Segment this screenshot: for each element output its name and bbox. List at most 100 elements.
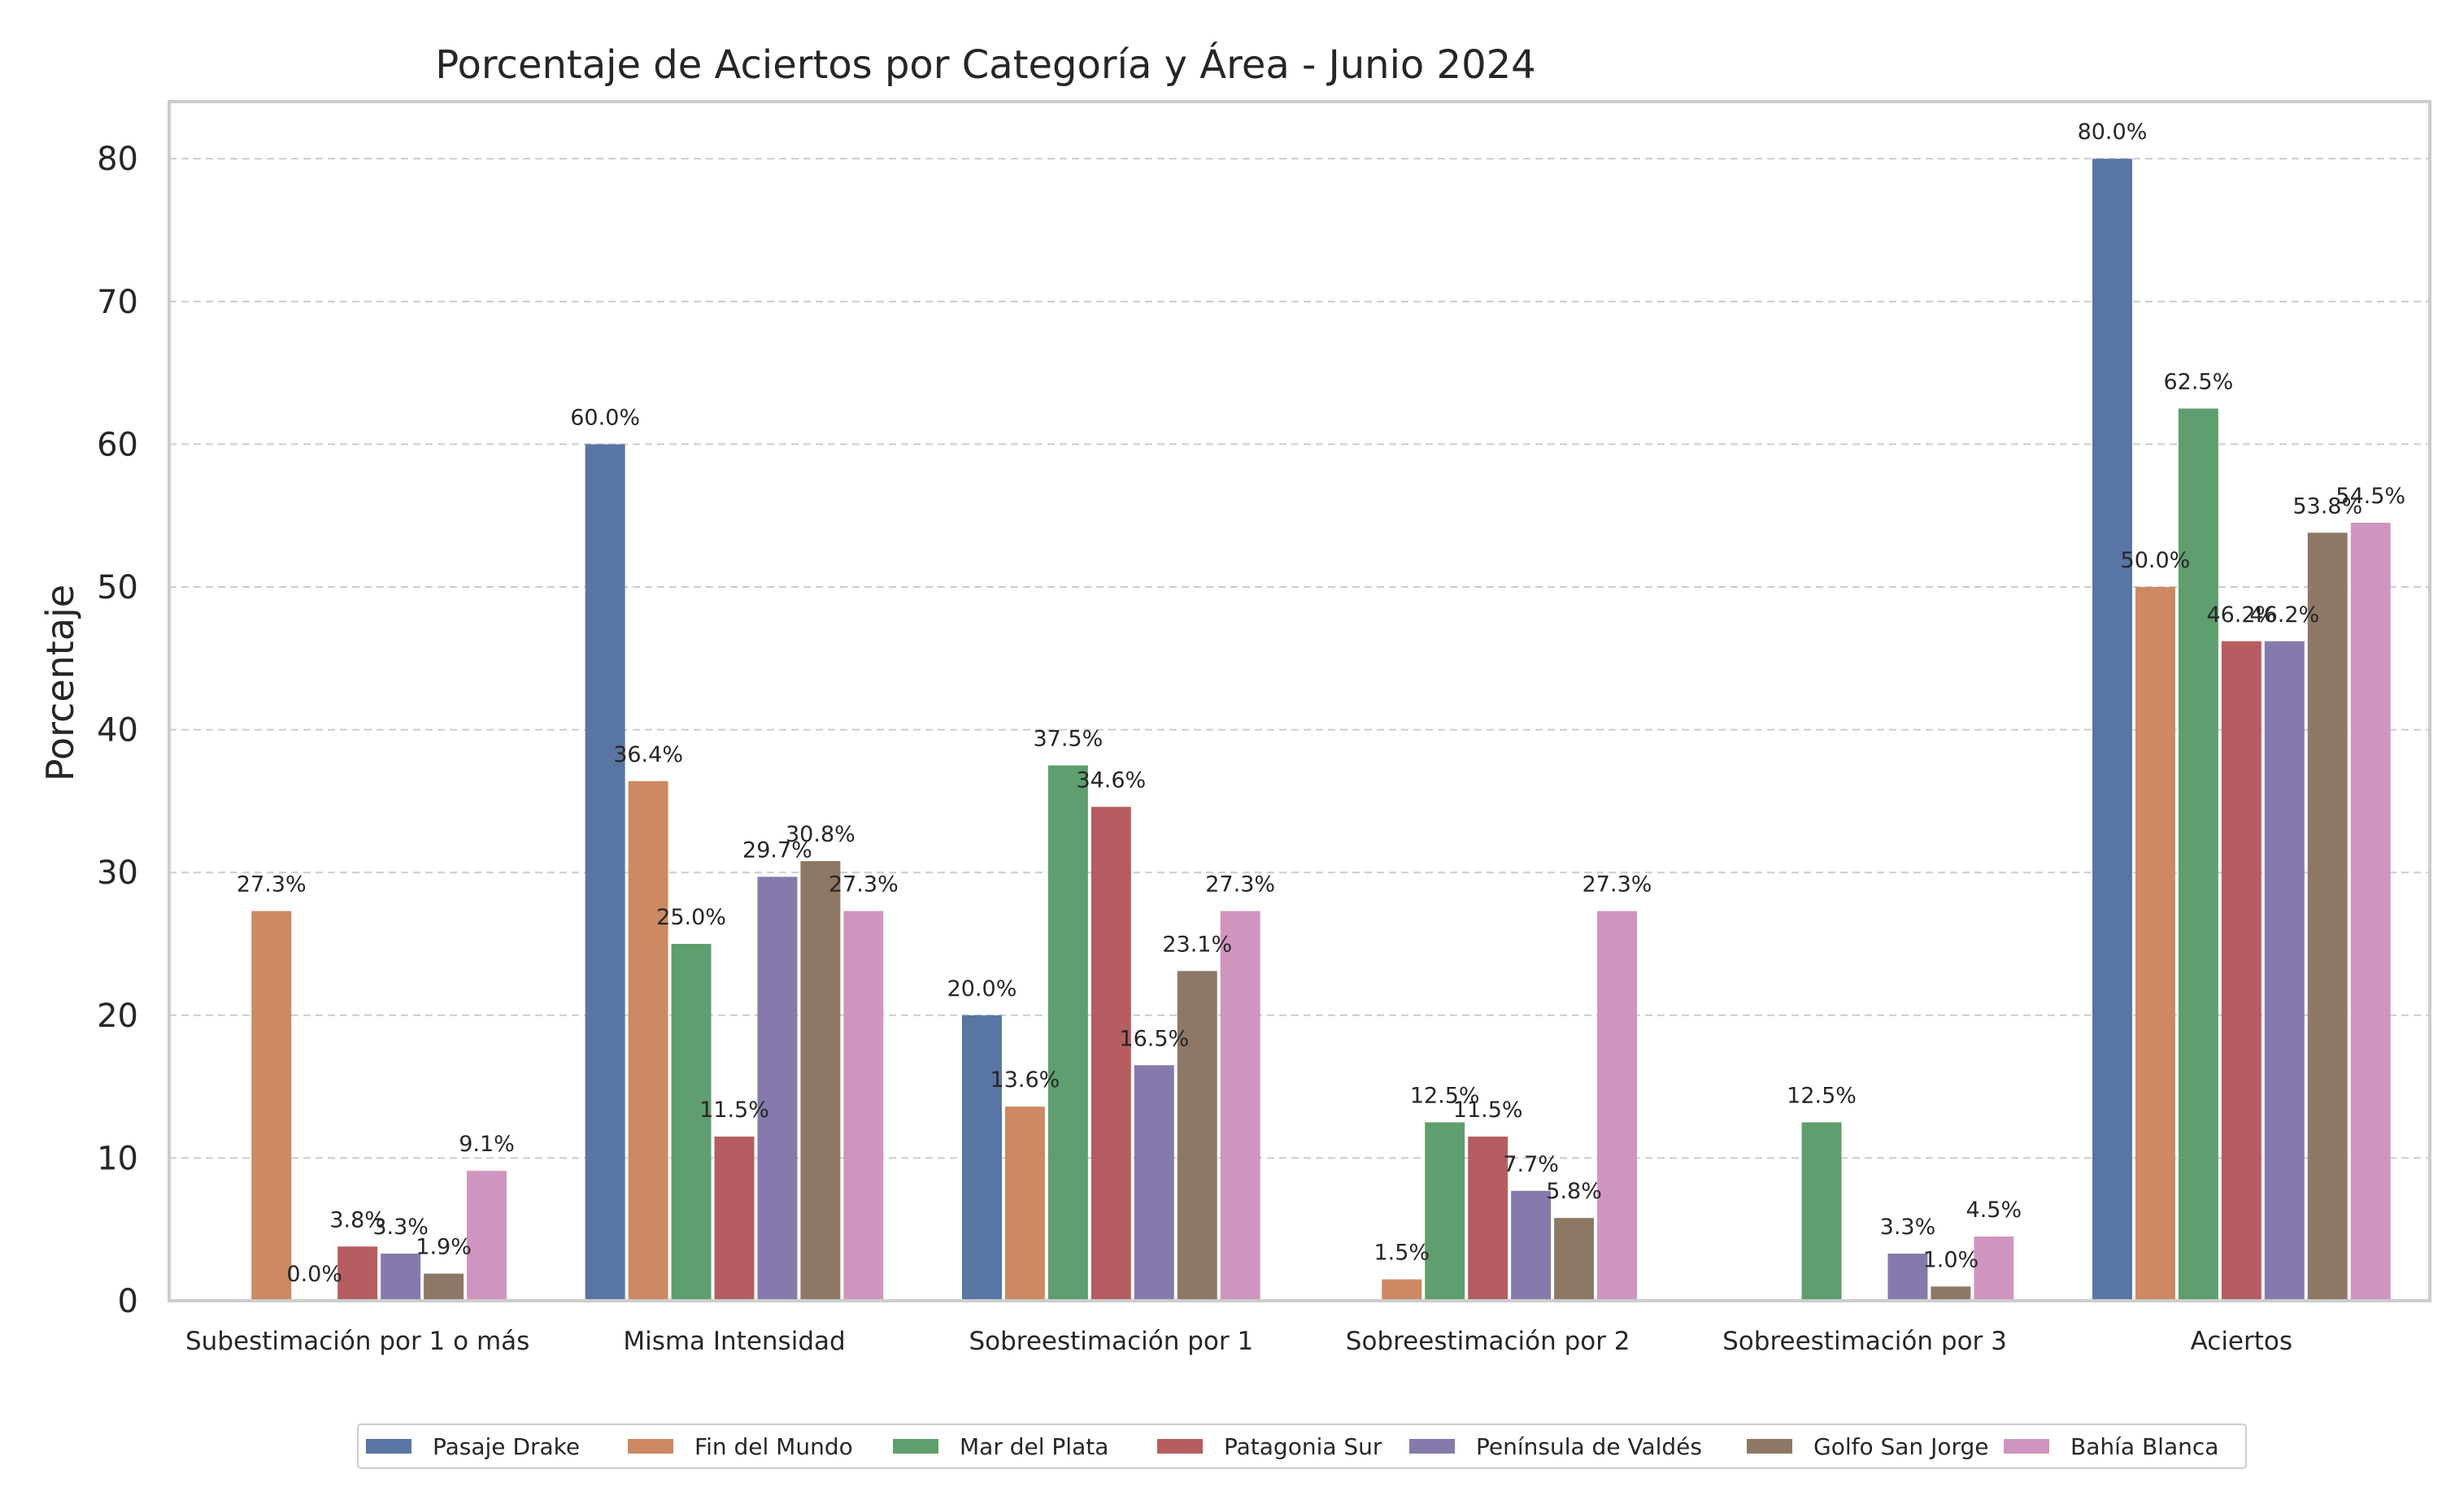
data-label: 5.8% [1546,1179,1602,1204]
legend: Pasaje Drake Fin del Mundo Mar del Plata Pa… [357,1424,2247,1469]
data-label: 12.5% [1787,1084,1857,1109]
bar [1801,1122,1842,1301]
bar [1974,1236,2014,1301]
bar [2307,532,2348,1301]
bars [251,159,2391,1302]
legend-swatch [893,1439,938,1454]
data-label: 13.6% [990,1067,1060,1093]
data-label: 11.5% [1453,1098,1523,1123]
data-label: 3.3% [1880,1215,1936,1240]
legend-swatch [366,1439,411,1454]
bar [1091,806,1131,1301]
data-label: 0.0% [286,1262,342,1287]
x-axis-ticks: Subestimación por 1 o más Misma Intensida… [185,1327,2292,1356]
bar [628,780,668,1301]
data-label: 25.0% [656,905,726,930]
bar [381,1254,421,1301]
data-label: 27.3% [1582,872,1652,898]
data-label: 27.3% [1205,872,1275,898]
chart-title: Porcentaje de Aciertos por Categoría y Á… [435,41,1535,88]
bar [467,1171,507,1301]
data-label: 62.5% [2163,370,2233,395]
bar [585,444,625,1301]
data-label: 36.4% [613,742,683,767]
bar [2135,587,2175,1301]
bar [1134,1065,1174,1301]
data-label: 3.8% [329,1207,385,1232]
data-label: 4.5% [1966,1198,2022,1223]
y-tick-label: 60 [97,426,138,463]
legend-label: Pasaje Drake [433,1433,580,1460]
bar [1220,911,1260,1301]
legend-frame [357,1424,2247,1469]
x-tick-label: Sobreestimación por 1 [969,1327,1253,1356]
bar [251,911,292,1301]
y-tick-label: 50 [97,569,138,606]
legend-swatch [628,1439,673,1454]
y-tick-label: 10 [97,1140,138,1177]
y-tick-label: 40 [97,712,138,750]
data-label: 1.9% [416,1235,472,1260]
y-tick-label: 20 [97,998,138,1035]
data-label: 16.5% [1119,1026,1189,1051]
data-label: 37.5% [1033,727,1103,752]
data-label: 27.3% [829,872,899,898]
data-label: 46.2% [2249,602,2319,628]
y-axis-ticks: 0 10 20 30 40 50 60 70 80 [97,141,138,1320]
y-axis-label: Porcentaje [38,585,82,781]
data-label: 53.8% [2292,493,2362,519]
plot-frame [168,100,2431,1302]
bar [1511,1190,1552,1301]
data-label: 7.7% [1503,1152,1559,1177]
legend-swatch [1747,1439,1792,1454]
data-label: 1.0% [1923,1247,1979,1272]
bar [962,1015,1002,1301]
y-tick-label: 30 [97,854,138,892]
bar [2092,159,2132,1302]
data-label: 46.2% [2206,602,2276,628]
bar [671,944,712,1301]
bar [1425,1122,1465,1301]
legend-label: Bahía Blanca [2070,1433,2218,1460]
x-tick-label: Misma Intensidad [623,1327,845,1356]
bar [714,1137,755,1301]
bar [2178,408,2218,1301]
data-label: 23.1% [1162,932,1232,957]
bar [1931,1286,1971,1301]
bar [1004,1106,1045,1301]
legend-swatch [2004,1439,2049,1454]
x-tick-label: Sobreestimación por 2 [1346,1327,1630,1356]
legend-label: Península de Valdés [1476,1433,1702,1460]
bar [1468,1137,1508,1301]
y-tick-label: 0 [118,1283,138,1320]
bar [1047,765,1088,1301]
data-label: 1.5% [1373,1241,1430,1266]
bar [800,861,841,1301]
legend-label: Mar del Plata [960,1433,1108,1460]
bar [1597,911,1637,1301]
data-label: 60.0% [570,405,640,430]
y-tick-label: 80 [97,141,138,178]
bar [2350,523,2391,1301]
bar [2264,641,2305,1301]
data-label: 29.7% [742,837,812,863]
x-tick-label: Subestimación por 1 o más [185,1327,529,1356]
legend-swatch [1409,1439,1455,1454]
bar [337,1246,378,1301]
x-tick-label: Aciertos [2191,1327,2292,1356]
bar [424,1273,464,1301]
data-label: 9.1% [459,1132,515,1157]
bar [757,876,798,1301]
data-label: 20.0% [947,976,1017,1002]
x-tick-label: Sobreestimación por 3 [1722,1327,2007,1356]
data-label: 50.0% [2121,548,2191,573]
data-label: 3.3% [372,1215,429,1240]
y-tick-label: 70 [97,284,138,321]
data-label: 12.5% [1410,1084,1480,1109]
bar [1177,971,1217,1301]
data-label: 27.3% [237,872,307,898]
legend-swatch [1157,1439,1203,1454]
bar [843,911,884,1301]
